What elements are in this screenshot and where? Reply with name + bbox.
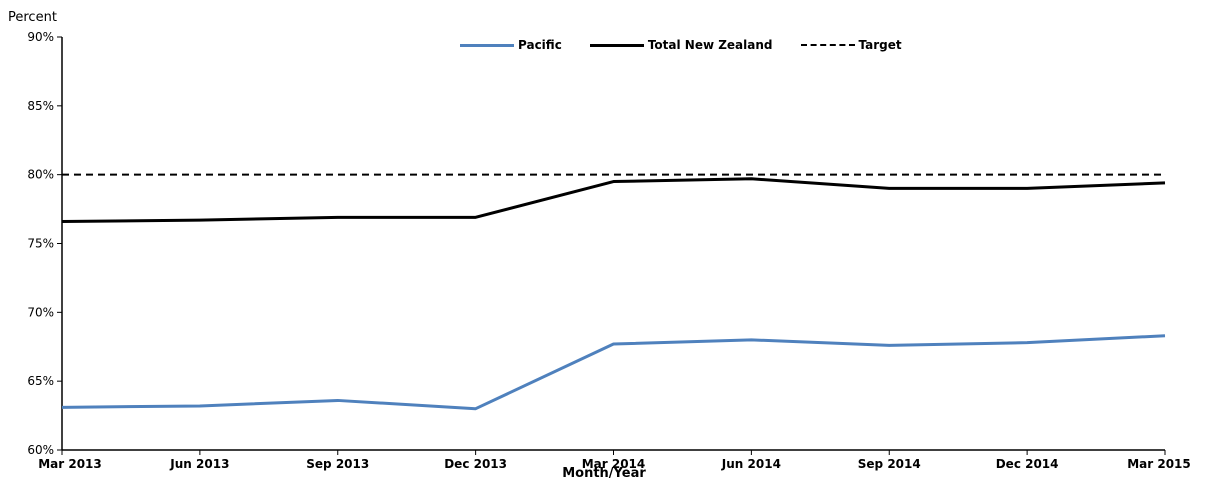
x-tick-label: Dec 2013 bbox=[444, 457, 507, 471]
series-line-pacific bbox=[61, 334, 1166, 411]
legend-item-target: Target bbox=[800, 38, 902, 52]
x-tick-label: Sep 2013 bbox=[306, 457, 369, 471]
y-tick-label: 75% bbox=[27, 237, 54, 251]
y-tick-label: 80% bbox=[27, 168, 54, 182]
y-tick-label: 85% bbox=[27, 99, 54, 113]
y-tick-label: 70% bbox=[27, 305, 54, 319]
y-tick-label: 65% bbox=[27, 374, 54, 388]
x-tick-label: Sep 2014 bbox=[858, 457, 921, 471]
legend-label-pacific: Pacific bbox=[518, 38, 562, 52]
x-axis-title: Month/Year bbox=[562, 466, 646, 481]
legend-swatch-target bbox=[800, 44, 855, 46]
series-line-total-new-zealand bbox=[61, 177, 1166, 223]
legend-swatch-pacific bbox=[460, 43, 514, 47]
y-tick-label: 90% bbox=[27, 30, 54, 44]
x-tick-label: Dec 2014 bbox=[996, 457, 1059, 471]
legend: Pacific Total New Zealand Target bbox=[460, 38, 902, 52]
legend-label-target: Target bbox=[858, 38, 902, 52]
y-axis-title: Percent bbox=[8, 10, 57, 25]
x-tick-label: Mar 2014 bbox=[582, 457, 646, 471]
legend-item-total-new-zealand: Total New Zealand bbox=[589, 38, 773, 52]
x-tick-label: Mar 2015 bbox=[1127, 457, 1191, 471]
x-tick-label: Mar 2013 bbox=[38, 457, 102, 471]
y-tick-label: 60% bbox=[27, 443, 54, 457]
legend-label-total-new-zealand: Total New Zealand bbox=[647, 38, 773, 52]
x-tick-label: Jun 2014 bbox=[721, 457, 781, 471]
x-tick-label: Jun 2013 bbox=[169, 457, 229, 471]
legend-swatch-total-new-zealand bbox=[589, 43, 644, 47]
legend-item-pacific: Pacific bbox=[460, 38, 562, 52]
